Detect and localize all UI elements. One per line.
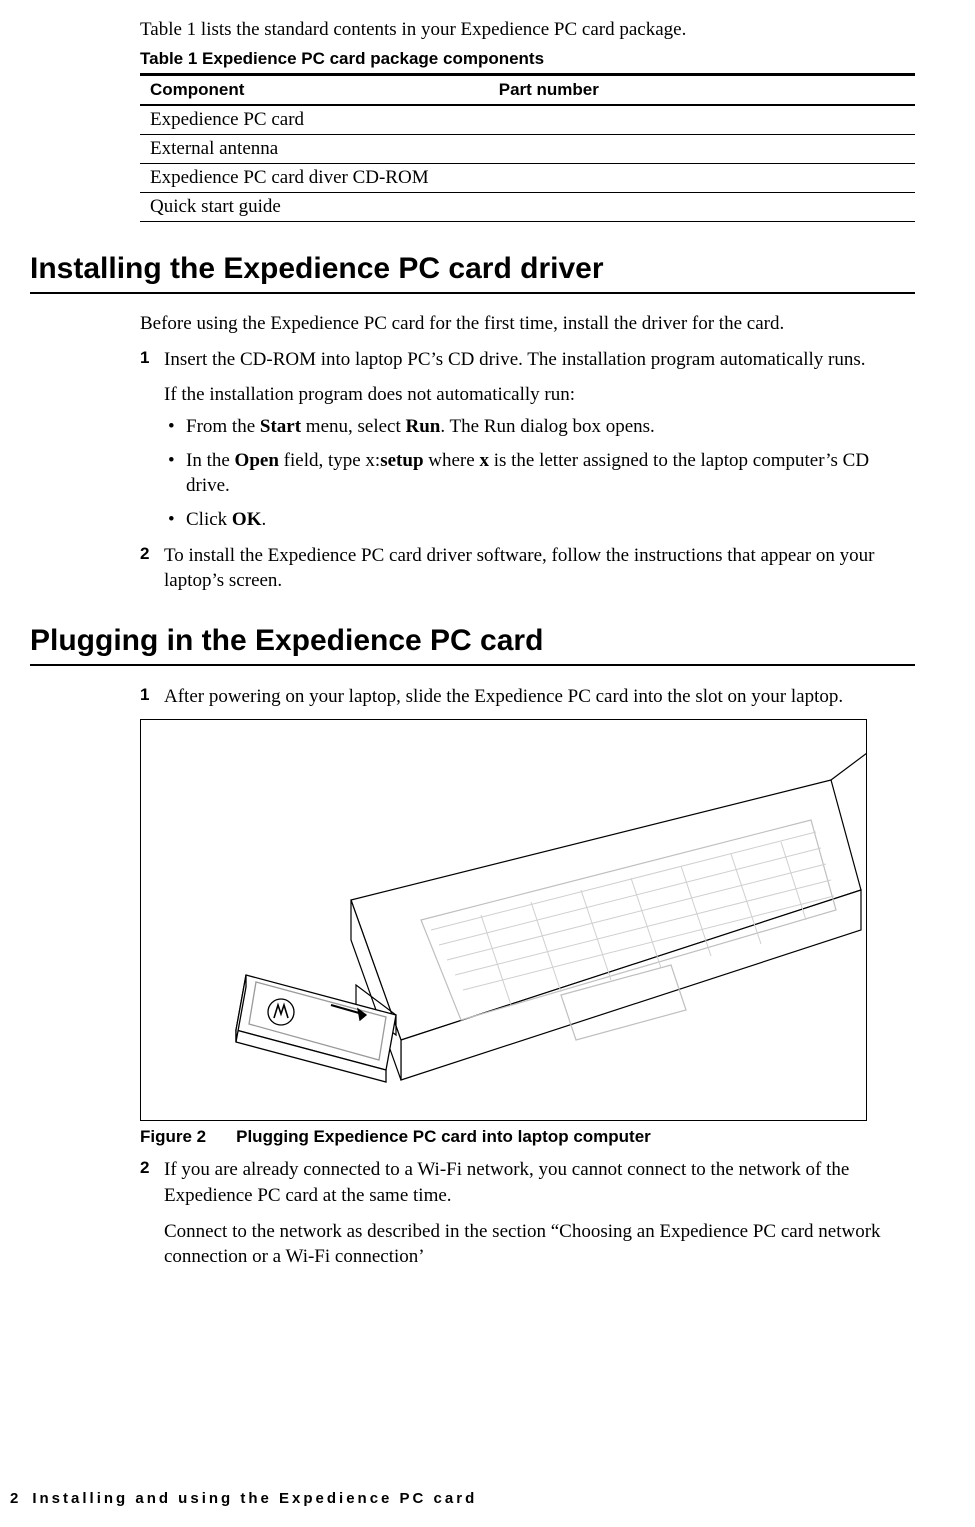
section-heading-plugging-in: Plugging in the Expedience PC card: [30, 624, 915, 666]
step-number: 1: [140, 684, 149, 707]
table-row: Quick start guide: [140, 193, 915, 222]
txt: .: [261, 509, 266, 530]
td-component: Expedience PC card diver CD-ROM: [140, 164, 489, 193]
bullet-item: In the Open field, type x:setup where x …: [168, 448, 915, 499]
txt: menu, select: [301, 416, 405, 437]
bold-txt: setup: [380, 450, 423, 471]
bullet-item: Click OK.: [168, 507, 915, 533]
bold-txt: OK: [232, 509, 262, 530]
step1-bullets: From the Start menu, select Run. The Run…: [168, 414, 915, 533]
section1-body: Before using the Expedience PC card for …: [140, 312, 915, 594]
step2-sub: Connect to the network as described in t…: [164, 1219, 915, 1270]
th-component: Component: [140, 75, 489, 106]
step-1: 1 Insert the CD-ROM into laptop PC’s CD …: [140, 347, 915, 533]
step-text: Insert the CD-ROM into laptop PC’s CD dr…: [164, 349, 866, 370]
txt: From the: [186, 416, 260, 437]
section-heading-install-driver: Installing the Expedience PC card driver: [30, 252, 915, 294]
footer-text: Installing and using the Expedience PC c…: [32, 1490, 477, 1507]
laptop-svg: [141, 720, 866, 1120]
step-number: 2: [140, 1157, 149, 1180]
bold-txt: Open: [235, 450, 279, 471]
step-2: 2 To install the Expedience PC card driv…: [140, 543, 915, 594]
td-partnumber: [489, 105, 915, 135]
figure-caption: Figure 2 Plugging Expedience PC card into…: [140, 1127, 915, 1147]
table-header-row: Component Part number: [140, 75, 915, 106]
components-table: Component Part number Expedience PC card…: [140, 73, 915, 222]
page-number: 2: [10, 1490, 18, 1507]
intro-block: Table 1 lists the standard contents in y…: [140, 19, 915, 222]
th-partnumber: Part number: [489, 75, 915, 106]
step-text: After powering on your laptop, slide the…: [164, 686, 843, 707]
td-component: External antenna: [140, 135, 489, 164]
figure-laptop-illustration: [140, 719, 867, 1121]
step-number: 2: [140, 543, 149, 566]
td-component: Expedience PC card: [140, 105, 489, 135]
page-footer: 2 Installing and using the Expedience PC …: [10, 1490, 477, 1507]
txt: field, type x:: [279, 450, 380, 471]
section2-steps: 1 After powering on your laptop, slide t…: [140, 684, 915, 710]
td-partnumber: [489, 164, 915, 193]
step-number: 1: [140, 347, 149, 370]
td-component: Quick start guide: [140, 193, 489, 222]
bold-txt: Start: [260, 416, 301, 437]
intro-paragraph: Table 1 lists the standard contents in y…: [140, 19, 915, 41]
step-2: 2 If you are already connected to a Wi-F…: [140, 1157, 915, 1270]
table-row: Expedience PC card: [140, 105, 915, 135]
section2-steps-cont: 2 If you are already connected to a Wi-F…: [140, 1157, 915, 1270]
bold-txt: Run: [406, 416, 441, 437]
step-text: To install the Expedience PC card driver…: [164, 545, 874, 592]
step-text: If you are already connected to a Wi-Fi …: [164, 1159, 849, 1206]
txt: Click: [186, 509, 232, 530]
section2-body: 1 After powering on your laptop, slide t…: [140, 684, 915, 1270]
section1-intro: Before using the Expedience PC card for …: [140, 312, 915, 337]
document-page: Table 1 lists the standard contents in y…: [0, 19, 975, 1527]
bullet-item: From the Start menu, select Run. The Run…: [168, 414, 915, 440]
td-partnumber: [489, 135, 915, 164]
step-1: 1 After powering on your laptop, slide t…: [140, 684, 915, 710]
step1-sub: If the installation program does not aut…: [164, 382, 915, 408]
section1-steps: 1 Insert the CD-ROM into laptop PC’s CD …: [140, 347, 915, 594]
txt: In the: [186, 450, 235, 471]
figure-number: Figure 2: [140, 1127, 206, 1146]
txt: . The Run dialog box opens.: [440, 416, 654, 437]
table-caption: Table 1 Expedience PC card package compo…: [140, 49, 915, 69]
table-row: External antenna: [140, 135, 915, 164]
bold-txt: x: [479, 450, 489, 471]
figure-title: Plugging Expedience PC card into laptop …: [236, 1127, 651, 1146]
txt: where: [424, 450, 480, 471]
table-row: Expedience PC card diver CD-ROM: [140, 164, 915, 193]
td-partnumber: [489, 193, 915, 222]
